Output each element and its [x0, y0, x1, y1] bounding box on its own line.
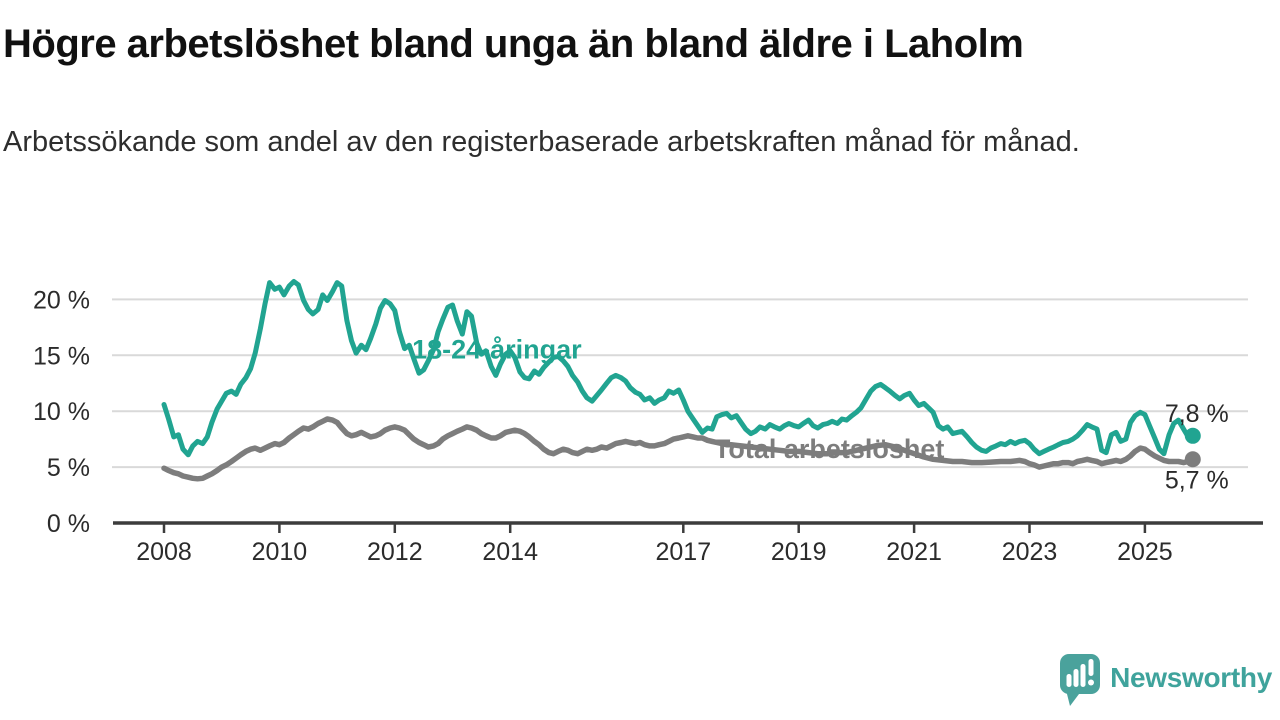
logo-bar-2: [1073, 669, 1079, 687]
series-line-youth: [161, 279, 1196, 458]
x-axis-tick-label: 2021: [886, 538, 942, 566]
y-axis-tick-label: 0 %: [47, 510, 90, 538]
end-value-label-total: 5,7 %: [1165, 466, 1229, 494]
end-dot-youth: [1184, 427, 1201, 444]
logo-exclamation-bar: [1088, 659, 1094, 676]
brand-name: Newsworthy: [1110, 662, 1272, 693]
brand-footer: Newsworthy: [1054, 650, 1272, 706]
chart-subtitle: Arbetssökande som andel av den registerb…: [3, 126, 1080, 158]
series-label-youth: 18-24-åringar: [412, 335, 582, 365]
y-axis-tick-label: 20 %: [33, 286, 90, 314]
newsworthy-logo-icon: [1060, 654, 1101, 706]
end-value-label-youth: 7,8 %: [1165, 400, 1229, 428]
logo-bar-3: [1080, 664, 1086, 687]
x-axis-tick-label: 2008: [136, 538, 192, 566]
y-axis-tick-label: 5 %: [47, 454, 90, 482]
x-axis-tick-label: 2025: [1117, 538, 1173, 566]
series-label-total: Total arbetslöshet: [714, 434, 945, 464]
x-axis-tick-label: 2017: [655, 538, 711, 566]
y-axis-tick-label: 10 %: [33, 398, 90, 426]
logo-exclamation-dot: [1088, 679, 1095, 686]
x-axis-tick-label: 2023: [1002, 538, 1058, 566]
x-axis-tick-label: 2014: [482, 538, 538, 566]
x-axis-tick-label: 2010: [252, 538, 308, 566]
x-axis-tick-label: 2019: [771, 538, 827, 566]
x-axis-tick-label: 2012: [367, 538, 423, 566]
page-title: Högre arbetslöshet bland unga än bland ä…: [3, 22, 1024, 66]
series-line-total: [161, 416, 1196, 482]
y-axis-tick-label: 15 %: [33, 342, 90, 370]
logo-bar-1: [1066, 674, 1072, 687]
end-dot-total: [1184, 451, 1201, 468]
